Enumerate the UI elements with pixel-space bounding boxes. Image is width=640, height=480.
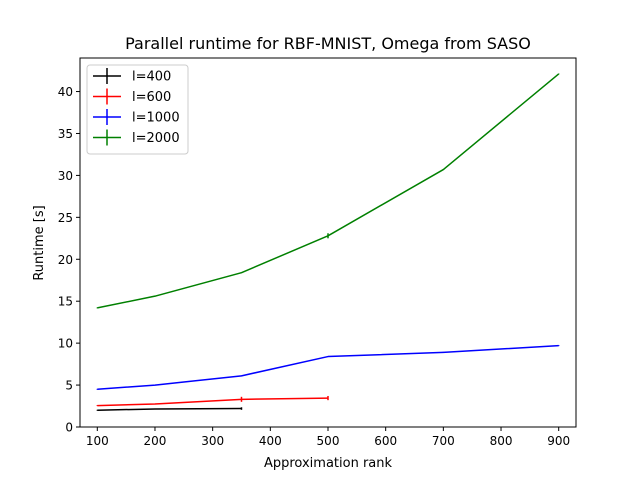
x-tick-label: 900 [547, 434, 570, 448]
legend-entry: l=600 [93, 88, 171, 105]
x-tick-label: 200 [144, 434, 167, 448]
legend-box [86, 64, 189, 155]
x-tick-label: 300 [201, 434, 224, 448]
x-tick-label: 100 [86, 434, 109, 448]
legend-label: l=1000 [132, 111, 180, 126]
y-tick-label: 40 [58, 85, 73, 99]
y-tick-label: 15 [58, 295, 73, 309]
x-tick-label: 800 [490, 434, 513, 448]
series-line [97, 344, 559, 391]
chart-title: Parallel runtime for RBF-MNIST, Omega fr… [125, 34, 531, 53]
y-tick-label: 35 [58, 127, 73, 141]
legend-label: l=600 [132, 90, 171, 105]
legend-label: l=400 [132, 70, 171, 85]
series-line [97, 397, 329, 407]
y-tick-label: 20 [58, 253, 73, 267]
y-axis-label: Runtime [s] [32, 205, 47, 280]
legend: l=400 l=600 l=1000 l=2000 [86, 64, 189, 155]
series-l-2000 [96, 73, 560, 309]
series-l-400 [96, 407, 243, 411]
y-tick-label: 25 [58, 211, 73, 225]
x-axis-label: Approximation rank [264, 456, 393, 471]
series-line [97, 407, 242, 411]
x-tick-label: 500 [317, 434, 340, 448]
y-tick-label: 5 [65, 379, 73, 393]
series-l-1000 [96, 344, 560, 391]
x-tick-label: 400 [259, 434, 282, 448]
x-tick-label: 600 [374, 434, 397, 448]
x-tick-label: 700 [432, 434, 455, 448]
y-tick-label: 30 [58, 169, 73, 183]
y-tick-label: 0 [65, 421, 73, 435]
legend-entry: l=2000 [93, 129, 180, 146]
legend-entry: l=1000 [93, 109, 180, 126]
y-tick-label: 10 [58, 337, 73, 351]
legend-label: l=2000 [132, 131, 180, 146]
series-l-600 [96, 395, 329, 407]
plot-area [96, 73, 560, 411]
legend-entry: l=400 [93, 68, 171, 85]
series-line [97, 73, 560, 309]
axes: 100 200 300 400 500 600 700 800 900 0 5 10 15 20 25 30 3… [58, 57, 577, 448]
